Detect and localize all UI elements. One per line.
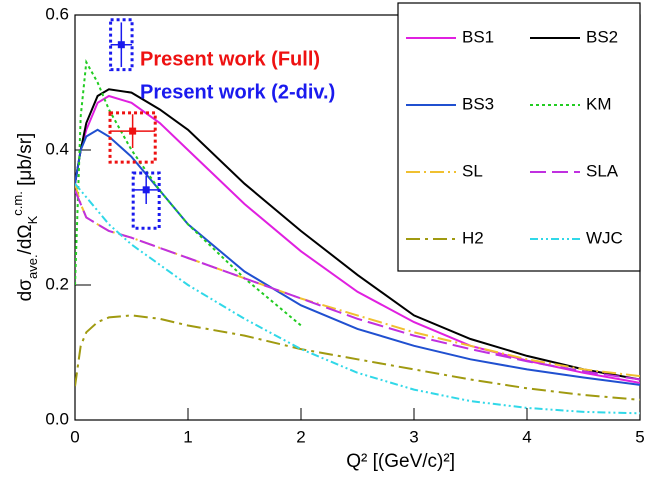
data-point xyxy=(129,127,137,135)
x-axis-label: Q² [(GeV/c)²] xyxy=(346,451,455,472)
x-tick-label: 2 xyxy=(296,427,305,446)
legend-label: SL xyxy=(462,161,483,180)
systematic-box xyxy=(108,111,157,164)
annotation: Present work (2-div.) xyxy=(140,81,335,103)
y-tick-label: 0.6 xyxy=(45,4,69,23)
series-line xyxy=(75,128,640,386)
y-axis-label-part: [μb/sr] xyxy=(15,133,36,191)
y-axis-label-part: /dΩ xyxy=(15,224,36,254)
series-line xyxy=(75,190,640,381)
series-line xyxy=(75,314,640,401)
legend-label: SLA xyxy=(586,161,619,180)
y-axis-label-part: c.m. xyxy=(10,191,25,216)
y-axis-label: dσave./dΩKc.m. [μb/sr] xyxy=(10,133,40,302)
y-axis-label-part: dσ xyxy=(15,279,36,302)
series-line xyxy=(75,88,640,381)
x-tick-label: 1 xyxy=(183,427,192,446)
legend-label: WJC xyxy=(586,228,623,247)
annotation: Present work (Full) xyxy=(140,48,320,70)
legend-box xyxy=(397,2,641,272)
legend-label: BS1 xyxy=(462,27,494,46)
x-tick-label: 3 xyxy=(409,427,418,446)
x-tick-label: 4 xyxy=(522,427,531,446)
series-line xyxy=(75,94,640,384)
y-tick-label: 0.0 xyxy=(45,409,69,428)
legend-label: KM xyxy=(586,94,612,113)
y-axis-label-part: K xyxy=(25,215,40,224)
y-tick-label: 0.2 xyxy=(45,274,69,293)
y-axis-label-part: ave. xyxy=(25,254,40,279)
legend-label: H2 xyxy=(462,228,484,247)
series-line xyxy=(75,183,640,415)
y-tick-label: 0.4 xyxy=(45,139,69,158)
systematic-box xyxy=(131,171,161,230)
data-point xyxy=(117,41,125,49)
legend-label: BS2 xyxy=(586,27,618,46)
data-point xyxy=(142,186,150,194)
x-tick-label: 5 xyxy=(635,427,644,446)
x-tick-label: 0 xyxy=(70,427,79,446)
legend-label: BS3 xyxy=(462,94,494,113)
